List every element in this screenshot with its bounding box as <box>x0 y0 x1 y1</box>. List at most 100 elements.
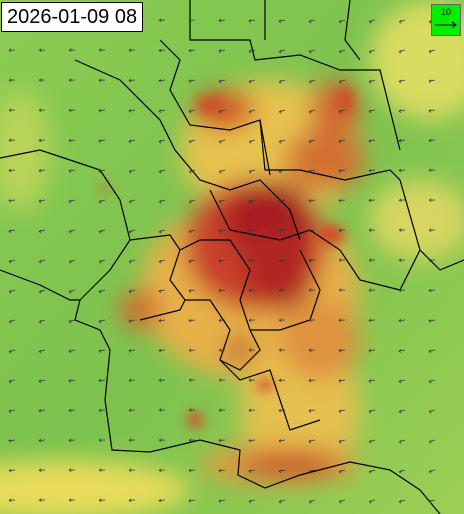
wind-arrow <box>308 409 316 413</box>
wind-arrow <box>98 378 106 383</box>
wind-arrow <box>98 48 106 52</box>
wind-arrow <box>368 79 376 84</box>
wind-arrow <box>8 468 16 473</box>
wind-arrow <box>218 18 226 23</box>
wind-arrow <box>98 289 106 294</box>
wind-arrow <box>338 19 346 24</box>
wind-arrow <box>338 198 346 203</box>
wind-arrow <box>158 468 166 473</box>
wind-arrow <box>188 348 196 353</box>
wind-arrow <box>218 378 226 382</box>
wind-arrow <box>338 79 346 84</box>
wind-arrow <box>308 499 316 504</box>
wind-arrow <box>398 258 406 262</box>
wind-arrow <box>278 199 286 204</box>
wind-arrow <box>158 438 166 442</box>
wind-arrow <box>308 49 316 54</box>
wind-arrow <box>8 168 16 173</box>
wind-arrow <box>278 439 286 443</box>
wind-arrow <box>218 169 226 174</box>
wind-arrow <box>128 349 136 353</box>
wind-arrow <box>368 19 376 24</box>
wind-arrow <box>398 288 406 293</box>
wind-arrow <box>38 409 46 413</box>
wind-arrow <box>428 198 436 202</box>
wind-arrow <box>308 439 316 444</box>
wind-arrow <box>128 48 136 53</box>
wind-arrow <box>398 49 406 54</box>
wind-arrow <box>38 78 46 82</box>
wind-arrow <box>368 348 376 353</box>
wind-arrow <box>188 468 196 473</box>
wind-arrow <box>158 109 166 114</box>
wind-arrow <box>398 228 406 232</box>
wind-arrow <box>308 139 316 144</box>
wind-arrow <box>248 139 256 144</box>
wind-arrow <box>158 169 166 174</box>
wind-arrow <box>8 379 16 384</box>
wind-arrow <box>68 468 76 472</box>
wind-arrow <box>8 199 16 203</box>
wind-arrow <box>38 438 46 443</box>
wind-arrow <box>248 258 256 263</box>
wind-arrow <box>278 378 286 383</box>
wind-arrow <box>38 199 46 203</box>
wind-arrow <box>188 18 196 23</box>
wind-arrow <box>308 318 316 322</box>
wind-arrow <box>38 289 46 294</box>
wind-arrow <box>428 79 436 84</box>
wind-arrow <box>368 139 376 143</box>
wind-arrow <box>248 229 256 233</box>
wind-arrow <box>248 109 256 114</box>
wind-arrow <box>338 469 346 474</box>
wind-arrow <box>278 229 286 233</box>
wind-arrow <box>338 228 346 233</box>
wind-arrow <box>218 139 226 144</box>
wind-arrow <box>308 199 316 203</box>
wind-arrow <box>428 49 436 54</box>
timestamp: 2026-01-09 08 <box>1 2 144 32</box>
wind-arrow <box>218 109 226 114</box>
wind-arrow <box>38 48 46 52</box>
wind-arrow <box>98 319 106 324</box>
wind-arrow <box>428 409 436 414</box>
wind-arrow <box>338 109 346 114</box>
wind-arrow <box>218 199 226 204</box>
wind-arrow <box>218 79 226 84</box>
wind-arrow <box>338 348 346 353</box>
wind-arrow <box>38 138 46 143</box>
wind-arrow <box>218 259 226 263</box>
wind-arrow <box>398 19 406 24</box>
wind-arrow <box>368 288 376 292</box>
wind-arrow <box>188 259 196 264</box>
wind-arrow <box>278 49 286 54</box>
wind-arrow <box>218 499 226 503</box>
wind-arrow <box>98 229 106 234</box>
wind-arrow <box>98 468 106 472</box>
wind-arrow <box>368 409 376 414</box>
wind-arrow <box>278 318 286 322</box>
wind-arrow <box>218 438 226 443</box>
wind-arrow <box>128 289 136 294</box>
wind-arrow <box>398 109 406 113</box>
wind-arrow <box>278 348 286 352</box>
wind-arrow <box>158 498 166 503</box>
wind-arrow <box>248 378 256 382</box>
wind-arrow <box>188 438 196 443</box>
wind-arrow <box>188 229 196 234</box>
wind-arrow <box>38 169 46 173</box>
wind-arrow <box>278 288 286 293</box>
wind-legend: 10 <box>431 4 461 36</box>
wind-arrow <box>188 79 196 83</box>
wind-arrow <box>68 229 76 234</box>
wind-arrow <box>68 169 76 173</box>
wind-arrow <box>38 498 46 502</box>
wind-arrow <box>428 228 436 232</box>
wind-arrow <box>278 79 286 84</box>
wind-arrow <box>308 469 316 474</box>
wind-arrow <box>68 408 76 413</box>
wind-arrow <box>368 469 376 474</box>
wind-arrow <box>158 48 166 53</box>
